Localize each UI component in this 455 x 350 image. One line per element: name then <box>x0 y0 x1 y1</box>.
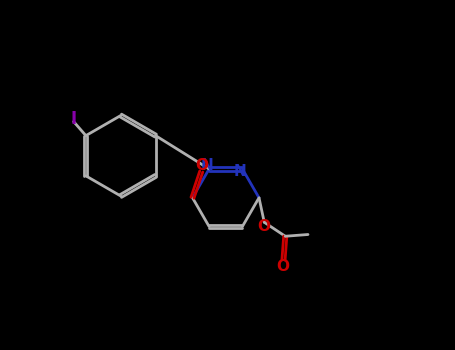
Text: O: O <box>276 259 289 274</box>
Text: I: I <box>71 110 77 128</box>
Text: N: N <box>201 158 214 173</box>
Text: O: O <box>195 158 208 173</box>
Text: O: O <box>258 219 271 234</box>
Text: N: N <box>233 164 246 179</box>
